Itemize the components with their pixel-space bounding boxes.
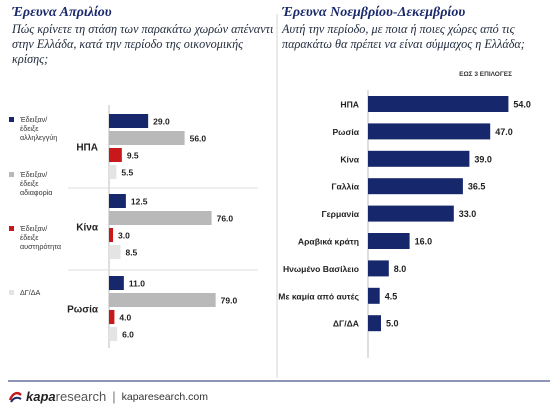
right-bar-0 bbox=[368, 96, 509, 112]
right-bar-6 bbox=[368, 260, 389, 277]
left-legend-swatch-3 bbox=[9, 290, 14, 295]
left-value-label-2-3: 6.0 bbox=[122, 330, 134, 340]
left-legend-label-3: ΔΓ/ΔΑ bbox=[20, 288, 41, 297]
left-value-label-2-0: 11.0 bbox=[129, 279, 145, 289]
left-legend-swatch-0 bbox=[9, 117, 14, 122]
left-value-label-1-2: 3.0 bbox=[118, 231, 130, 241]
right-value-label-8: 5.0 bbox=[386, 319, 399, 329]
left-value-label-1-1: 76.0 bbox=[217, 214, 234, 224]
brand-suffix: research bbox=[55, 389, 107, 404]
right-category-label-8: ΔΓ/ΔΑ bbox=[333, 319, 359, 329]
left-value-label-0-1: 56.0 bbox=[190, 134, 207, 144]
left-bar-2-1 bbox=[109, 293, 216, 307]
left-legend-swatch-1 bbox=[9, 172, 14, 177]
right-bar-1 bbox=[368, 123, 491, 140]
right-note: ΕΩΣ 3 ΕΠΙΛΟΓΕΣ bbox=[459, 71, 512, 78]
right-category-label-2: Κίνα bbox=[340, 154, 359, 164]
right-chart: ΗΠΑ 54.0 Ρωσία 47.0 Κίνα 39.0 Γαλλία 36.5 Γερμαν… bbox=[278, 90, 531, 358]
left-value-label-0-0: 29.0 bbox=[153, 117, 170, 127]
right-bar-3 bbox=[368, 178, 463, 195]
left-value-label-0-3: 5.5 bbox=[121, 168, 133, 178]
right-category-label-1: Ρωσία bbox=[332, 127, 359, 137]
right-value-label-3: 36.5 bbox=[468, 182, 486, 192]
right-category-label-7: Με καμία από αυτές bbox=[278, 291, 359, 301]
left-value-label-0-2: 9.5 bbox=[127, 151, 139, 161]
left-bar-2-2 bbox=[109, 310, 115, 324]
left-bar-0-0 bbox=[109, 114, 149, 128]
left-bar-0-1 bbox=[109, 131, 185, 145]
left-value-label-2-2: 4.0 bbox=[119, 313, 131, 323]
right-bar-2 bbox=[368, 150, 470, 167]
footer-brand: kapa research | kaparesearch.com bbox=[8, 389, 208, 404]
left-legend: Έδειξαν/έδειξε αλληλεγγύη Έδειξαν/έδειξε αδ… bbox=[9, 115, 61, 297]
footer-separator: | bbox=[112, 389, 116, 404]
right-value-label-6: 8.0 bbox=[394, 264, 407, 274]
left-bar-1-0 bbox=[109, 194, 126, 208]
right-category-label-6: Ηνωμένο Βασίλειο bbox=[283, 264, 359, 274]
left-category-label-1: Κίνα bbox=[76, 223, 99, 234]
right-value-label-0: 54.0 bbox=[513, 100, 531, 110]
left-bar-1-1 bbox=[109, 211, 212, 225]
left-chart: ΗΠΑ 29.0 56.0 9.5 5.5 Κίνα 12.5 76.0 3.0 8.5 Ρωσία… bbox=[67, 105, 258, 348]
right-category-label-3: Γαλλία bbox=[331, 182, 359, 192]
left-value-label-1-0: 12.5 bbox=[131, 197, 148, 207]
left-bar-0-3 bbox=[109, 165, 117, 179]
left-bar-2-3 bbox=[109, 327, 118, 341]
left-legend-swatch-2 bbox=[9, 226, 14, 231]
right-value-label-1: 47.0 bbox=[495, 127, 513, 137]
left-value-label-1-3: 8.5 bbox=[125, 248, 137, 258]
left-legend-label-2: Έδειξαν/έδειξε αυστηρότητα bbox=[19, 224, 61, 251]
right-bar-7 bbox=[368, 287, 380, 304]
right-title: Έρευνα Νοεμβρίου-Δεκεμβρίου bbox=[282, 5, 466, 20]
left-bar-1-3 bbox=[109, 245, 121, 259]
brand-name: kapa bbox=[26, 389, 56, 404]
right-category-label-5: Αραβικά κράτη bbox=[298, 237, 359, 247]
right-value-label-5: 16.0 bbox=[415, 237, 433, 247]
left-bar-0-2 bbox=[109, 148, 122, 162]
kapa-logo-icon bbox=[8, 391, 22, 403]
right-value-label-2: 39.0 bbox=[474, 154, 492, 164]
right-category-label-0: ΗΠΑ bbox=[340, 100, 359, 110]
left-category-label-2: Ρωσία bbox=[67, 305, 99, 316]
right-bar-5 bbox=[368, 233, 410, 249]
left-bar-2-0 bbox=[109, 276, 124, 290]
footer-url[interactable]: kaparesearch.com bbox=[121, 390, 208, 403]
right-value-label-4: 33.0 bbox=[459, 209, 477, 219]
left-legend-label-0: Έδειξαν/έδειξε αλληλεγγύη bbox=[19, 115, 57, 142]
left-value-label-2-1: 79.0 bbox=[221, 296, 238, 306]
left-category-label-0: ΗΠΑ bbox=[76, 143, 98, 154]
right-subtitle: Αυτή την περίοδο, με ποια ή ποιες χώρες … bbox=[282, 22, 525, 51]
left-title: Έρευνα Απριλίου bbox=[12, 5, 112, 20]
left-legend-label-1: Έδειξαν/έδειξε αδιαφορία bbox=[19, 170, 52, 197]
left-bar-1-2 bbox=[109, 228, 114, 242]
right-category-label-4: Γερμανία bbox=[321, 209, 359, 219]
right-bar-8 bbox=[368, 315, 381, 332]
right-bar-4 bbox=[368, 205, 454, 222]
left-subtitle: Πώς κρίνετε τη στάση των παρακάτω χωρών … bbox=[12, 22, 274, 66]
right-value-label-7: 4.5 bbox=[385, 291, 398, 301]
